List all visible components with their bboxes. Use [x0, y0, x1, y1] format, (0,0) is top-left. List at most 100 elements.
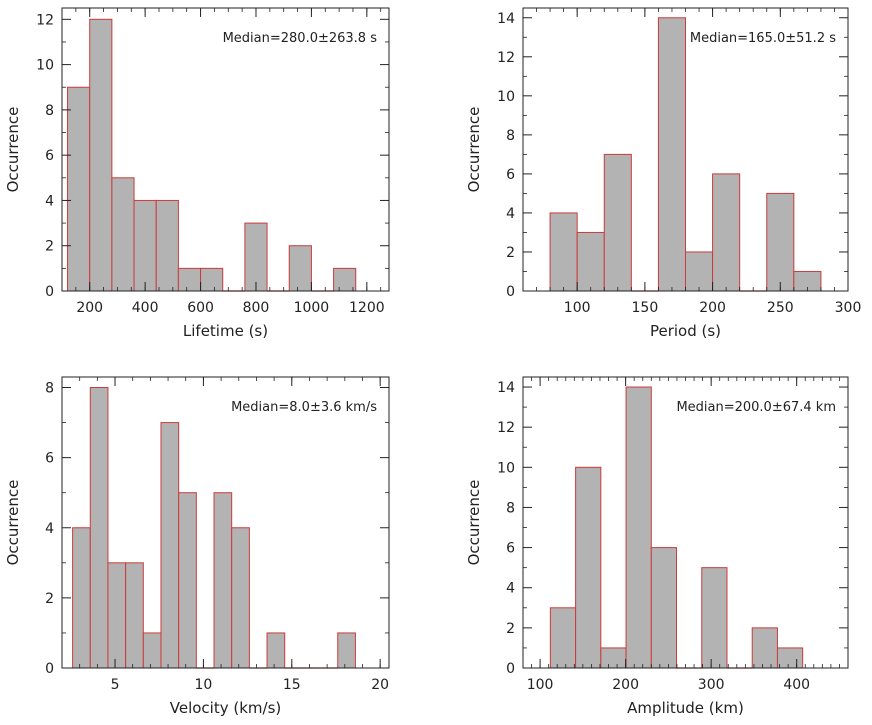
bar-6	[177, 267, 202, 292]
x-tick-label: 5	[111, 677, 120, 693]
x-axis-ticks: 5 10 15 20	[111, 377, 389, 693]
bar-9	[751, 627, 778, 669]
x-tick-label: 1000	[294, 300, 330, 316]
y-tick-label: 6	[45, 451, 54, 467]
bar-3	[600, 647, 627, 669]
x-tick-label: 10	[194, 677, 212, 693]
x-tick-label: 400	[783, 677, 810, 693]
bar-10	[776, 647, 804, 669]
bar-16	[337, 632, 356, 669]
bar-4	[125, 562, 144, 669]
y-tick-label: 8	[506, 128, 515, 144]
bar-7	[200, 267, 224, 292]
x-tick-label: 800	[243, 300, 270, 316]
y-tick-label: 4	[45, 193, 54, 209]
x-tick-label: 20	[371, 677, 389, 693]
y-tick-label: 4	[45, 521, 54, 537]
bar-5	[650, 547, 678, 669]
x-axis-title: Period (s)	[650, 322, 721, 340]
y-tick-label: 8	[45, 103, 54, 119]
x-tick-label: 1200	[349, 300, 385, 316]
bar-2	[576, 231, 605, 292]
y-axis-title: Occurrence	[4, 107, 22, 193]
bar-6	[685, 251, 714, 292]
chart-panel-2: 100 150 200 250 300 0 2 4 6 8 10 12 14 Period (s) Occu…	[465, 7, 862, 340]
x-tick-label: 15	[283, 677, 301, 693]
bar-series	[67, 18, 357, 292]
bar-series	[549, 386, 804, 669]
x-tick-label: 100	[564, 300, 591, 316]
y-tick-label: 0	[45, 284, 54, 300]
x-tick-label: 200	[699, 300, 726, 316]
bar-1	[549, 212, 578, 292]
y-tick-label: 14	[497, 380, 515, 396]
bar-2	[89, 18, 113, 292]
bar-1	[549, 607, 577, 669]
plot-frame	[61, 7, 390, 292]
x-axis-title: Lifetime (s)	[183, 322, 268, 340]
bar-9	[244, 222, 268, 292]
bar-1	[72, 527, 91, 669]
bar-6	[160, 422, 180, 669]
y-tick-label: 2	[45, 591, 54, 607]
x-axis-title: Amplitude (km)	[627, 699, 744, 717]
bar-5	[142, 632, 162, 669]
y-tick-label: 10	[497, 89, 515, 105]
y-axis-title: Occurrence	[4, 480, 22, 566]
median-annotation: Median=165.0±51.2 s	[690, 31, 836, 46]
x-tick-label: 150	[632, 300, 659, 316]
y-tick-label: 0	[506, 661, 515, 677]
y-tick-label: 4	[506, 581, 515, 597]
x-tick-label: 600	[187, 300, 214, 316]
y-tick-label: 6	[506, 541, 515, 557]
median-annotation: Median=280.0±263.8 s	[223, 31, 378, 46]
y-tick-label: 4	[506, 206, 515, 222]
bar-13	[333, 267, 357, 292]
y-axis-ticks: 0 2 4 6 8 10 12	[36, 12, 389, 300]
bar-9	[766, 192, 795, 292]
y-tick-label: 0	[45, 661, 54, 677]
x-tick-label: 200	[612, 677, 639, 693]
bar-9	[213, 492, 233, 669]
y-tick-label: 2	[45, 239, 54, 255]
bar-10	[231, 527, 250, 669]
bar-7	[712, 173, 741, 292]
median-annotation: Median=8.0±3.6 km/s	[231, 400, 377, 415]
x-tick-label: 300	[835, 300, 862, 316]
y-tick-label: 6	[506, 167, 515, 183]
y-axis-ticks: 0 2 4 6 8 10 12 14	[497, 380, 848, 677]
y-tick-label: 10	[497, 460, 515, 476]
bar-7	[178, 492, 197, 669]
y-tick-label: 2	[506, 245, 515, 261]
x-tick-label: 400	[132, 300, 159, 316]
bar-3	[107, 562, 127, 669]
y-tick-label: 0	[506, 284, 515, 300]
y-tick-label: 12	[36, 12, 54, 28]
x-tick-label: 100	[527, 677, 554, 693]
y-tick-label: 8	[45, 381, 54, 397]
bar-2	[89, 387, 109, 669]
y-tick-label: 12	[497, 50, 515, 66]
bar-1	[67, 86, 91, 292]
y-tick-label: 6	[45, 148, 54, 164]
x-axis-ticks: 100 200 300 400	[527, 377, 810, 693]
y-tick-label: 12	[497, 420, 515, 436]
y-axis-ticks: 0 2 4 6 8 10 12 14	[497, 11, 848, 300]
bar-11	[288, 245, 312, 292]
bar-7	[701, 567, 728, 669]
y-axis-title: Occurrence	[465, 480, 483, 566]
plot-frame	[61, 376, 390, 669]
bar-series	[549, 17, 822, 292]
x-axis-ticks: 100 150 200 250 300	[564, 8, 862, 316]
x-axis-ticks: 200 400 600 800 1000 1200	[76, 8, 385, 316]
bar-3	[111, 177, 135, 292]
bar-4	[625, 386, 652, 669]
bar-5	[657, 17, 687, 292]
bar-series	[72, 387, 356, 669]
bar-3	[603, 153, 632, 292]
chart-panel-1: 200 400 600 800 1000 1200 0 2 4 6 8 10 12 Lifetime (s…	[4, 7, 390, 340]
bar-4	[133, 199, 157, 292]
y-axis-title: Occurrence	[465, 107, 483, 193]
y-tick-label: 8	[506, 500, 515, 516]
